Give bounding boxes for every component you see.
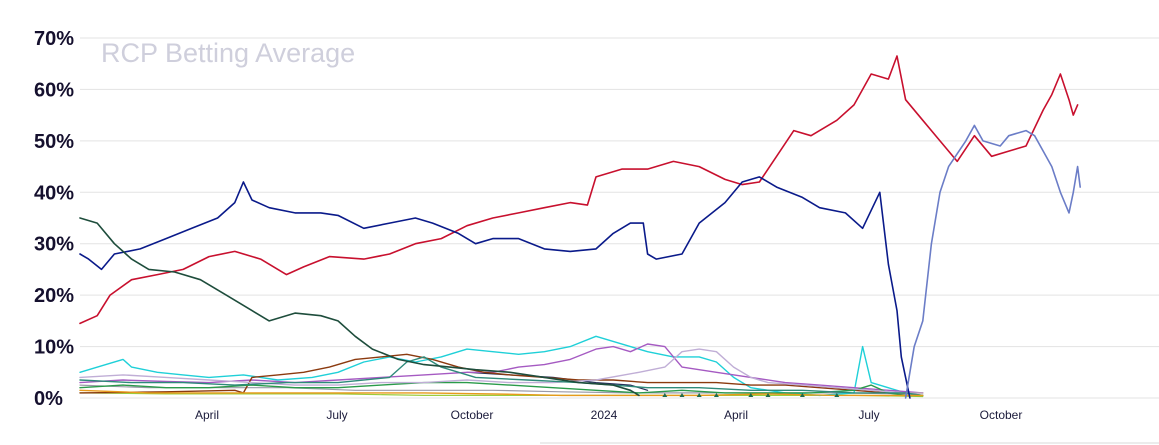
x-tick-label: 2024 [591, 408, 618, 422]
y-tick-label: 60% [34, 79, 74, 101]
series-marker [679, 392, 685, 397]
series-line-darkgreen [79, 217, 640, 397]
series-layer [79, 55, 1081, 399]
series-line-orange [79, 389, 924, 397]
y-tick-label: 30% [34, 234, 74, 256]
x-tick-label: April [724, 408, 748, 422]
series-marker [834, 392, 840, 397]
y-tick-label: 20% [34, 285, 74, 307]
x-tick-label: July [858, 408, 879, 422]
gridlines [80, 37, 1159, 399]
chart-title: RCP Betting Average [101, 38, 355, 68]
x-tick-label: April [195, 408, 219, 422]
series-line-navy [79, 176, 911, 399]
series-marker [799, 392, 805, 397]
series-line-brown [79, 353, 924, 394]
y-tick-label: 0% [34, 388, 63, 410]
series-line-green [79, 381, 924, 397]
series-marker [713, 392, 719, 397]
series-line-lavender [79, 348, 924, 394]
y-tick-label: 70% [34, 28, 74, 50]
series-line-lightblue [904, 124, 1081, 399]
x-tick-label: July [326, 408, 347, 422]
series-marker [696, 392, 702, 397]
series-line-purple [79, 343, 924, 394]
y-axis-ticks: 0% 10% 20% 30% 40% 50% 60% 70% [34, 28, 74, 410]
x-axis-ticks: April July October 2024 April July October [195, 408, 1022, 422]
x-tick-label: October [980, 408, 1023, 422]
series-line-limegreen [79, 392, 924, 398]
dots-layer [662, 392, 840, 397]
x-tick-label: October [451, 408, 494, 422]
series-line-gray [79, 384, 924, 396]
y-tick-label: 50% [34, 131, 74, 153]
y-tick-label: 10% [34, 337, 74, 359]
series-marker [765, 392, 771, 397]
series-line-teal [79, 356, 924, 397]
series-line-red [79, 55, 1079, 325]
series-marker [662, 392, 668, 397]
series-marker [748, 392, 754, 397]
y-tick-label: 40% [34, 182, 74, 204]
